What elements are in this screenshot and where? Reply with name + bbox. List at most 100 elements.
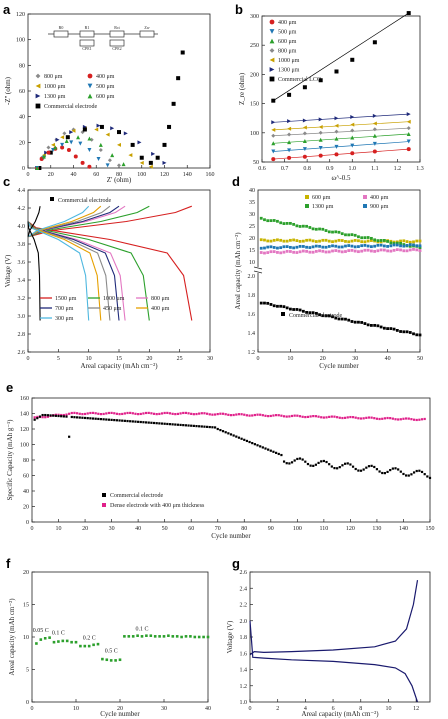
data-point-a (162, 142, 167, 147)
data-point-e (269, 414, 272, 418)
data-point-b (287, 92, 292, 97)
data-point-e (46, 415, 50, 418)
x-tick-label-a: 40 (71, 172, 77, 178)
data-point-d (408, 243, 412, 247)
y-tick-label-d: 30 (249, 212, 255, 218)
data-point-e (163, 422, 166, 425)
data-point-a (130, 142, 135, 147)
data-point-e (121, 412, 124, 416)
data-point-b (318, 153, 323, 158)
data-point-e (423, 473, 426, 476)
data-point-d (347, 240, 351, 244)
x-tick-label-d: 20 (320, 356, 326, 362)
data-point-e (158, 422, 161, 425)
data-point-a (55, 137, 60, 142)
data-point-d (311, 239, 315, 243)
data-point-d (324, 229, 328, 232)
data-point-d (318, 244, 321, 248)
legend-marker-d (363, 204, 367, 208)
data-point-e (253, 443, 256, 446)
data-point-e (176, 412, 180, 416)
data-point-d (360, 236, 364, 240)
legend-marker-a (35, 83, 41, 89)
data-point-d (298, 225, 302, 228)
y-tick-label-e: 140 (20, 412, 29, 418)
data-point-d (314, 311, 318, 315)
data-point-e (397, 468, 400, 471)
data-point-e (251, 414, 254, 417)
y-tick-label-g: 1.4 (240, 668, 248, 674)
data-point-d (350, 244, 354, 248)
y-tick-label-d: 2.0 (248, 274, 256, 280)
data-point-d (327, 250, 331, 254)
data-point-e (282, 415, 286, 418)
data-point-e (330, 415, 333, 418)
data-point-d (334, 244, 338, 248)
data-point-e (306, 462, 310, 466)
legend-label-d: 1300 μm (312, 204, 334, 210)
data-point-e (65, 413, 68, 416)
plot-frame-d (257, 189, 421, 353)
data-point-d (292, 308, 296, 311)
data-point-d (311, 250, 315, 254)
data-point-d (282, 222, 286, 225)
data-point-a (123, 131, 128, 136)
data-point-e (264, 447, 267, 450)
data-point-b (271, 141, 276, 146)
data-point-e (301, 458, 304, 461)
data-point-d (314, 227, 318, 231)
legend-marker-e (102, 493, 106, 497)
data-point-d (360, 321, 364, 324)
x-tick-label-d: 40 (385, 356, 391, 362)
data-point-a (48, 150, 53, 155)
data-point-a (71, 128, 76, 133)
data-point-e (243, 413, 246, 416)
data-point-e (219, 412, 222, 415)
data-point-f (35, 642, 38, 645)
data-point-e (312, 415, 315, 418)
data-point-d (289, 238, 292, 242)
data-point-e (251, 442, 254, 445)
data-point-d (301, 224, 305, 228)
data-point-d (334, 316, 338, 320)
legend-label-b: 1000 μm (278, 58, 300, 64)
data-point-e (428, 476, 432, 480)
y-tick-label-g: 1.6 (240, 651, 248, 657)
data-point-d (266, 219, 270, 223)
data-point-d (402, 330, 406, 334)
data-point-f (48, 636, 51, 639)
y-tick-label-b: 50 (253, 160, 259, 166)
x-tick-label-b: 0.8 (303, 166, 311, 172)
data-point-b (406, 131, 411, 136)
x-tick-label-a: 160 (206, 172, 215, 178)
data-point-d (408, 240, 412, 244)
data-point-a (60, 145, 65, 150)
data-point-d (314, 244, 318, 248)
x-tick-label-e: 10 (56, 526, 62, 532)
data-point-d (395, 243, 399, 247)
data-point-d (379, 325, 383, 329)
panel-label-g: g (232, 556, 240, 571)
data-point-e (237, 413, 241, 416)
data-point-a (98, 142, 103, 147)
legend-label-c: 400 μm (151, 306, 170, 312)
legend-label-b: 800 μm (278, 49, 297, 55)
data-point-b (318, 78, 323, 83)
legend-label-d: 400 μm (370, 195, 389, 201)
data-point-f (57, 640, 60, 643)
y-tick-label-c: 4.2 (18, 206, 26, 212)
data-point-d (279, 221, 283, 225)
data-point-d (311, 311, 315, 315)
y-tick-label-d: 1.4 (248, 331, 256, 337)
data-point-d (399, 244, 402, 248)
data-point-e (290, 461, 294, 464)
data-point-e (386, 470, 389, 474)
data-point-e (415, 469, 418, 473)
data-point-e (46, 414, 50, 417)
axis-break-d (253, 270, 263, 274)
data-point-a (82, 127, 87, 132)
data-point-d (392, 327, 396, 331)
x-tick-label-c: 20 (146, 356, 152, 362)
data-point-e (33, 418, 36, 421)
data-point-d (353, 239, 357, 242)
